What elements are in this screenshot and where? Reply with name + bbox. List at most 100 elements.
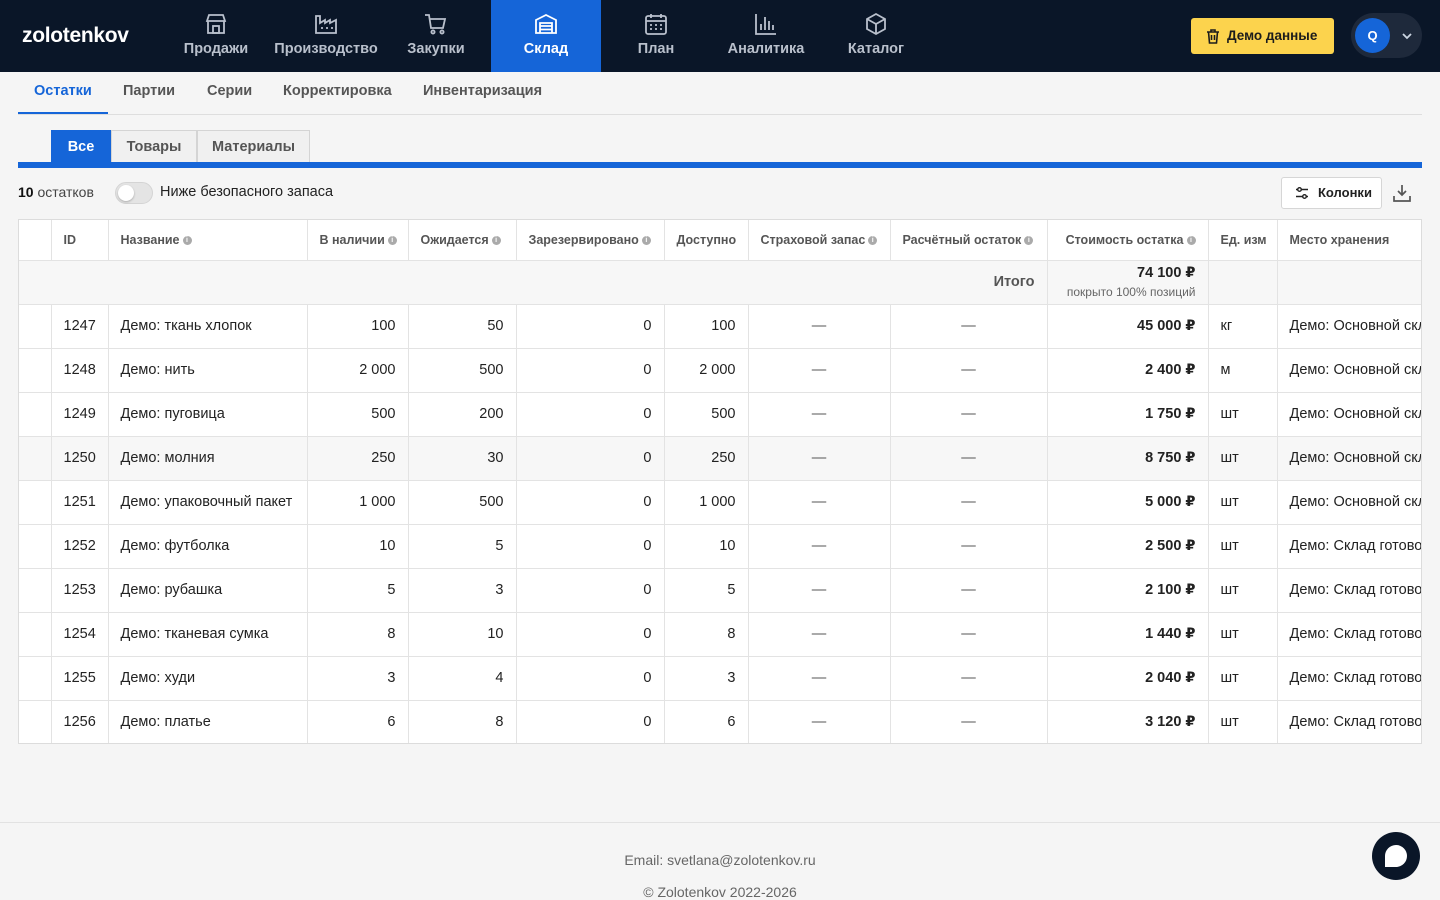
column-header-name[interactable]: Название i bbox=[108, 220, 308, 261]
table-row[interactable]: 1248 Демо: нить 2 000 500 0 2 000— —2 400 ₽ м Де… bbox=[19, 348, 1421, 393]
footer-copyright: © Zolotenkov 2022-2026 bbox=[643, 884, 797, 900]
cell-name[interactable]: Демо: платье bbox=[108, 700, 308, 743]
nav-analytics[interactable]: Аналитика bbox=[711, 0, 821, 72]
cell-projected-stock: — bbox=[890, 656, 1048, 701]
nav-label: План bbox=[637, 41, 675, 57]
cell-name[interactable]: Демо: футболка bbox=[108, 524, 308, 569]
download-icon[interactable] bbox=[1392, 183, 1412, 203]
nav-warehouse[interactable]: Склад bbox=[491, 0, 601, 72]
below-safety-stock-label[interactable]: Ниже безопасного запаса bbox=[160, 184, 334, 200]
row-select-cell[interactable] bbox=[19, 612, 52, 657]
row-select-cell[interactable] bbox=[19, 348, 52, 393]
columns-button[interactable]: Колонки bbox=[1281, 177, 1382, 209]
cell-location: Демо: Основной склад bbox=[1277, 304, 1421, 349]
table-row[interactable]: 1256 Демо: платье 6 8 0 6— —3 120 ₽ шт Демо: Скл… bbox=[19, 700, 1421, 743]
column-header-reserved[interactable]: Зарезервировано i bbox=[516, 220, 665, 261]
column-header-stock-value[interactable]: Стоимость остатка i bbox=[1047, 220, 1209, 261]
nav-label: Продажи bbox=[183, 41, 249, 57]
table-row[interactable]: 1255 Демо: худи 3 4 0 3— —2 040 ₽ шт Демо: Склад… bbox=[19, 656, 1421, 701]
cell-expected: 8 bbox=[408, 700, 517, 743]
cell-on-hand: 500 bbox=[307, 392, 409, 437]
info-icon[interactable]: i bbox=[182, 235, 192, 245]
info-icon[interactable]: i bbox=[641, 235, 651, 245]
cell-available: 1 000 bbox=[664, 480, 749, 525]
column-header-expected[interactable]: Ожидается i bbox=[408, 220, 517, 261]
cell-safety-stock: — bbox=[748, 436, 891, 481]
nav-purchases[interactable]: Закупки bbox=[381, 0, 491, 72]
table-row[interactable]: 1247 Демо: ткань хлопок 100 50 0 100— —45 000 … bbox=[19, 304, 1421, 349]
column-header-projected-stock[interactable]: Расчётный остаток i bbox=[890, 220, 1048, 261]
info-icon[interactable]: i bbox=[491, 235, 501, 245]
cell-available: 250 bbox=[664, 436, 749, 481]
tab-batches[interactable]: Партии bbox=[123, 83, 176, 99]
cell-expected: 200 bbox=[408, 392, 517, 437]
avatar: Q bbox=[1355, 18, 1390, 53]
column-header-location[interactable]: Место хранения bbox=[1277, 220, 1421, 261]
column-header-safety-stock[interactable]: Страховой запас i bbox=[748, 220, 891, 261]
nav-label: Закупки bbox=[407, 41, 465, 57]
nav-catalog[interactable]: Каталог bbox=[821, 0, 931, 72]
tab-series[interactable]: Серии bbox=[207, 83, 253, 99]
row-select-cell[interactable] bbox=[19, 436, 52, 481]
table-row[interactable]: 1250 Демо: молния 250 30 0 250— —8 750 ₽ шт Демо… bbox=[19, 436, 1421, 481]
tab-adjustment[interactable]: Корректировка bbox=[283, 83, 392, 99]
cell-name[interactable]: Демо: рубашка bbox=[108, 568, 308, 613]
table-row[interactable]: 1251 Демо: упаковочный пакет 1 000 500 0 1 00… bbox=[19, 480, 1421, 525]
cell-name[interactable]: Демо: упаковочный пакет bbox=[108, 480, 308, 525]
info-icon[interactable]: i bbox=[387, 235, 397, 245]
footer-email[interactable]: Email: svetlana@zolotenkov.ru bbox=[624, 852, 816, 868]
column-header-id[interactable]: ID bbox=[51, 220, 109, 261]
total-value-cell: 74 100 ₽ покрыто 100% позиций bbox=[1047, 260, 1209, 305]
cell-name[interactable]: Демо: ткань хлопок bbox=[108, 304, 308, 349]
column-header-unit[interactable]: Ед. изм bbox=[1208, 220, 1278, 261]
column-header-on-hand[interactable]: В наличии i bbox=[307, 220, 409, 261]
tab-stock[interactable]: Остатки bbox=[18, 73, 108, 114]
cell-on-hand: 100 bbox=[307, 304, 409, 349]
cell-projected-stock: — bbox=[890, 700, 1048, 743]
info-icon[interactable]: i bbox=[868, 235, 878, 245]
table-row[interactable]: 1254 Демо: тканевая сумка 8 10 0 8— —1 440 ₽ шт… bbox=[19, 612, 1421, 657]
footer-divider bbox=[0, 822, 1440, 823]
cell-name[interactable]: Демо: нить bbox=[108, 348, 308, 393]
filter-products[interactable]: Товары bbox=[111, 130, 197, 162]
row-select-cell[interactable] bbox=[19, 656, 52, 701]
info-icon[interactable]: i bbox=[1186, 235, 1196, 245]
row-select-cell[interactable] bbox=[19, 480, 52, 525]
cell-stock-value: 1 750 ₽ bbox=[1047, 392, 1209, 437]
chat-button[interactable] bbox=[1372, 832, 1420, 880]
nav-plan[interactable]: План bbox=[601, 0, 711, 72]
cell-name[interactable]: Демо: молния bbox=[108, 436, 308, 481]
row-select-cell[interactable] bbox=[19, 524, 52, 569]
info-icon[interactable]: i bbox=[1024, 235, 1034, 245]
cell-reserved: 0 bbox=[516, 700, 665, 743]
user-menu[interactable]: Q bbox=[1351, 13, 1422, 58]
app-logo[interactable]: zolotenkov bbox=[22, 24, 129, 47]
cell-name[interactable]: Демо: пуговица bbox=[108, 392, 308, 437]
filter-all[interactable]: Все bbox=[51, 130, 111, 162]
cell-id: 1249 bbox=[51, 392, 109, 437]
row-select-cell[interactable] bbox=[19, 304, 52, 349]
row-select-cell[interactable] bbox=[19, 392, 52, 437]
cell-stock-value: 8 750 ₽ bbox=[1047, 436, 1209, 481]
row-select-cell[interactable] bbox=[19, 700, 52, 743]
cell-name[interactable]: Демо: худи bbox=[108, 656, 308, 701]
cell-name[interactable]: Демо: тканевая сумка bbox=[108, 612, 308, 657]
nav-production[interactable]: Производство bbox=[271, 0, 381, 72]
cell-available: 500 bbox=[664, 392, 749, 437]
demo-data-button[interactable]: Демо данные bbox=[1191, 18, 1334, 54]
table-row[interactable]: 1249 Демо: пуговица 500 200 0 500— —1 750 ₽ шт Д… bbox=[19, 392, 1421, 437]
nav-sales[interactable]: Продажи bbox=[161, 0, 271, 72]
filter-materials[interactable]: Материалы bbox=[197, 130, 310, 162]
nav-label: Производство bbox=[274, 41, 378, 57]
cell-reserved: 0 bbox=[516, 392, 665, 437]
demo-button-label: Демо данные bbox=[1227, 28, 1318, 43]
cell-location: Демо: Склад готовой продукции bbox=[1277, 524, 1421, 569]
cell-unit: кг bbox=[1208, 304, 1278, 349]
below-safety-stock-toggle[interactable] bbox=[115, 182, 153, 204]
table-row[interactable]: 1253 Демо: рубашка 5 3 0 5— —2 100 ₽ шт Демо: Ск… bbox=[19, 568, 1421, 613]
row-select-cell[interactable] bbox=[19, 568, 52, 613]
table-row[interactable]: 1252 Демо: футболка 10 5 0 10— —2 500 ₽ шт Демо:… bbox=[19, 524, 1421, 569]
column-header-available[interactable]: Доступно bbox=[664, 220, 749, 261]
tab-inventory[interactable]: Инвентаризация bbox=[423, 83, 543, 99]
cell-projected-stock: — bbox=[890, 304, 1048, 349]
